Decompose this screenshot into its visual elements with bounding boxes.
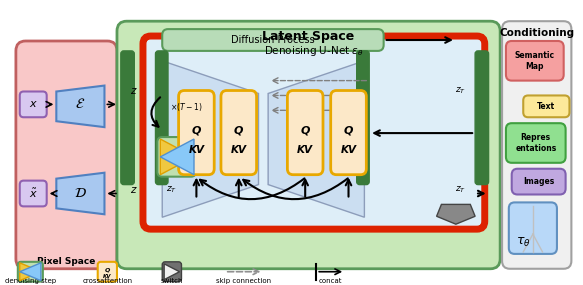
Text: crossattention: crossattention <box>82 278 132 284</box>
FancyBboxPatch shape <box>143 36 484 229</box>
Text: KV: KV <box>188 145 205 155</box>
Text: Semantic
Map: Semantic Map <box>515 51 555 70</box>
FancyBboxPatch shape <box>178 91 214 175</box>
Text: KV: KV <box>340 145 357 155</box>
FancyBboxPatch shape <box>475 51 489 185</box>
FancyBboxPatch shape <box>162 262 181 282</box>
FancyBboxPatch shape <box>287 91 323 175</box>
FancyBboxPatch shape <box>512 169 566 194</box>
FancyBboxPatch shape <box>117 21 500 269</box>
FancyBboxPatch shape <box>18 262 43 282</box>
FancyBboxPatch shape <box>506 123 566 163</box>
Text: Denoising U-Net $\epsilon_\theta$: Denoising U-Net $\epsilon_\theta$ <box>264 44 363 58</box>
FancyBboxPatch shape <box>16 41 117 269</box>
Text: Pixel Space: Pixel Space <box>37 257 95 266</box>
Text: KV: KV <box>231 145 247 155</box>
FancyBboxPatch shape <box>524 95 570 117</box>
Polygon shape <box>160 139 194 175</box>
Polygon shape <box>162 61 258 217</box>
FancyBboxPatch shape <box>147 46 480 224</box>
Text: Images: Images <box>523 177 554 186</box>
Text: $\mathcal{E}$: $\mathcal{E}$ <box>75 97 86 111</box>
Text: Latent Space: Latent Space <box>262 30 354 43</box>
Text: Q: Q <box>300 125 310 135</box>
FancyBboxPatch shape <box>509 202 557 254</box>
Polygon shape <box>160 139 194 175</box>
FancyBboxPatch shape <box>162 29 384 51</box>
Text: $z_T$: $z_T$ <box>166 184 177 195</box>
Text: denoising step: denoising step <box>5 278 56 284</box>
FancyBboxPatch shape <box>357 51 369 185</box>
Text: Q: Q <box>344 125 353 135</box>
Text: Repres
entations: Repres entations <box>515 133 556 153</box>
FancyBboxPatch shape <box>331 91 366 175</box>
Polygon shape <box>437 204 475 224</box>
Text: $z$: $z$ <box>129 184 137 195</box>
FancyBboxPatch shape <box>156 51 168 185</box>
Text: KV: KV <box>103 274 111 279</box>
Text: $x$: $x$ <box>29 99 38 109</box>
Text: $\tilde{x}$: $\tilde{x}$ <box>29 187 38 200</box>
Text: $\times(T-1)$: $\times(T-1)$ <box>170 101 202 113</box>
Text: Text: Text <box>538 102 556 111</box>
Text: Q: Q <box>105 267 110 272</box>
Text: $\mathcal{D}$: $\mathcal{D}$ <box>74 186 87 201</box>
Text: $z_T$: $z_T$ <box>455 184 466 195</box>
Text: skip connection: skip connection <box>216 278 272 284</box>
Text: concat: concat <box>319 278 342 284</box>
Text: KV: KV <box>297 145 313 155</box>
Text: switch: switch <box>160 278 183 284</box>
FancyBboxPatch shape <box>157 137 196 177</box>
Polygon shape <box>164 264 180 280</box>
FancyBboxPatch shape <box>20 91 47 117</box>
Text: $z$: $z$ <box>129 86 137 95</box>
Text: Diffusion Process: Diffusion Process <box>231 35 315 45</box>
FancyBboxPatch shape <box>221 91 257 175</box>
Polygon shape <box>268 61 364 217</box>
FancyBboxPatch shape <box>506 41 564 81</box>
FancyBboxPatch shape <box>502 21 571 269</box>
Polygon shape <box>20 263 41 281</box>
Polygon shape <box>20 263 41 281</box>
FancyBboxPatch shape <box>20 181 47 206</box>
Text: $\tau_\theta$: $\tau_\theta$ <box>515 235 531 249</box>
Polygon shape <box>57 173 104 214</box>
Text: Conditioning: Conditioning <box>499 28 574 38</box>
Text: Q: Q <box>234 125 244 135</box>
Polygon shape <box>57 86 104 127</box>
Text: $z_T$: $z_T$ <box>455 85 466 96</box>
FancyBboxPatch shape <box>121 51 134 185</box>
FancyBboxPatch shape <box>98 262 117 282</box>
Text: Q: Q <box>192 125 201 135</box>
